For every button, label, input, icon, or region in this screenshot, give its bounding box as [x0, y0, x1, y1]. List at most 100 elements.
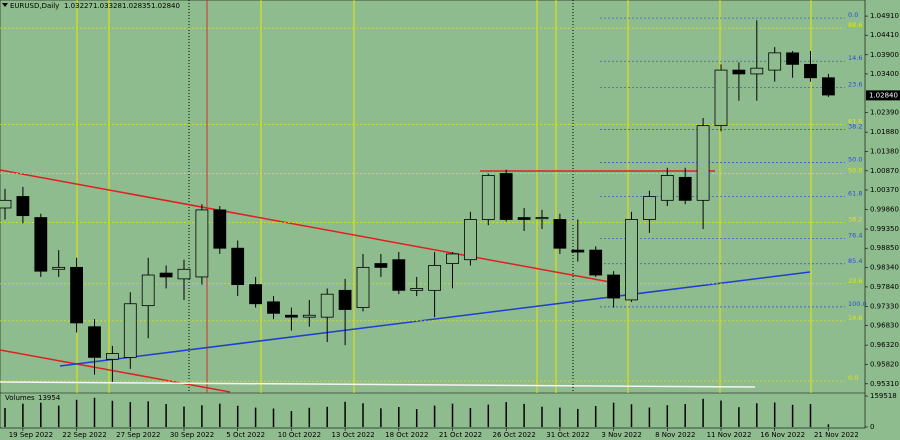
fib-label: 85.4 — [848, 257, 862, 265]
y-tick-label: 1.01380 — [870, 147, 899, 155]
y-tick-label: 0.97840 — [870, 283, 899, 291]
candle-body — [732, 69, 746, 75]
menu-arrow — [2, 3, 8, 7]
y-tick-label: 0.96830 — [870, 322, 899, 330]
candle-body — [302, 314, 316, 318]
candle-body — [786, 52, 799, 65]
y-tick-label: 1.04410 — [870, 31, 899, 39]
candle-body — [141, 274, 155, 307]
candle-body — [70, 266, 83, 324]
y-tick-label: 1.03900 — [870, 51, 899, 59]
header-value: 1.03227 — [64, 2, 93, 10]
volume-tick-label: 159518 — [870, 392, 897, 400]
y-tick-label: 0.95310 — [870, 380, 899, 388]
fib-label: 38.2 — [848, 216, 862, 224]
candle-body — [159, 272, 173, 278]
candle-body — [768, 52, 782, 71]
x-tick-label: 13 Oct 2022 — [331, 431, 374, 439]
y-tick-label: 1.00370 — [870, 186, 899, 194]
candle-body — [678, 176, 692, 201]
volume-tick-label: 0 — [870, 423, 874, 431]
candle-body — [463, 219, 477, 261]
x-tick-label: 5 Oct 2022 — [226, 431, 265, 439]
candle-body — [750, 67, 764, 75]
y-tick-label: 0.96320 — [870, 341, 899, 349]
volume-value: 13954 — [38, 394, 61, 402]
volume-label: Volumes — [5, 394, 35, 402]
fib-label: 61.8 — [848, 117, 862, 125]
header-value: 1.02840 — [151, 2, 180, 10]
y-tick-label: 1.04910 — [870, 12, 899, 20]
fib-label: 100.0 — [848, 300, 867, 308]
candle-body — [392, 259, 406, 291]
fib-label: 23.6 — [848, 80, 862, 88]
x-tick-label: 30 Sep 2022 — [170, 431, 214, 439]
candle-body — [284, 314, 298, 318]
y-tick-label: 0.99350 — [870, 225, 899, 233]
last-price-box — [866, 90, 900, 101]
y-tick-label: 1.01880 — [870, 128, 899, 136]
fib-label: 50.0 — [848, 155, 862, 163]
trend-lines — [0, 169, 811, 393]
x-tick-label: 22 Sep 2022 — [62, 431, 106, 439]
candle-body — [607, 274, 620, 299]
fib-label: 76.4 — [848, 232, 862, 240]
candle-body — [535, 217, 549, 220]
x-tick-label: 31 Oct 2022 — [546, 431, 589, 439]
candle-body — [213, 209, 227, 249]
candle-body — [0, 199, 12, 209]
x-tick-label: 8 Nov 2022 — [655, 431, 695, 439]
candle-body — [428, 265, 442, 291]
plot-frame — [0, 0, 866, 429]
x-tick-label: 18 Oct 2022 — [385, 431, 428, 439]
y-tick-label: 0.98340 — [870, 264, 899, 272]
x-tick-label: 21 Oct 2022 — [439, 431, 482, 439]
x-tick-label: 19 Sep 2022 — [9, 431, 53, 439]
y-tick-label: 0.97330 — [870, 302, 899, 310]
candle-body — [338, 289, 352, 310]
candle-body — [714, 69, 728, 127]
symbol: EURUSD,Daily — [10, 2, 59, 10]
candle-body — [267, 301, 280, 314]
x-tick-label: 3 Nov 2022 — [601, 431, 641, 439]
candle-body — [177, 268, 191, 280]
x-tick-label: 27 Sep 2022 — [116, 431, 160, 439]
y-tick-label: 1.02390 — [870, 109, 899, 117]
candle-body — [696, 125, 710, 201]
candle-body — [249, 284, 263, 305]
fib-label: 0.0 — [848, 374, 858, 382]
x-tick-label: 11 Nov 2022 — [707, 431, 752, 439]
x-tick-label: 21 Nov 2022 — [814, 431, 859, 439]
candle-body — [106, 353, 119, 360]
candle-body — [446, 253, 459, 264]
candle-body — [52, 266, 66, 270]
candle-body — [231, 247, 245, 285]
candle-body — [356, 266, 370, 308]
y-tick-label: 1.03400 — [870, 70, 899, 78]
candle-body — [16, 196, 30, 217]
header-value: 1.02835 — [122, 2, 151, 10]
candle-body — [499, 173, 513, 220]
candle-body — [804, 63, 817, 79]
candle-body — [822, 77, 835, 96]
candle-body — [517, 217, 531, 220]
y-tick-label: 1.00870 — [870, 167, 899, 175]
candle-body — [589, 249, 603, 276]
candle-body — [123, 303, 137, 358]
fib-label: 14.6 — [848, 54, 862, 62]
fib-label: 0.0 — [848, 11, 858, 19]
candle-body — [374, 263, 388, 268]
x-tick-label: 16 Nov 2022 — [760, 431, 805, 439]
candle-body — [643, 196, 656, 220]
candle-body — [625, 219, 638, 301]
candle-body — [571, 249, 585, 253]
candle-body — [34, 217, 48, 272]
fib-label: 61.8 — [848, 190, 862, 198]
header-value: 1.03328 — [93, 2, 122, 10]
fib-label: 50.0 — [848, 167, 862, 175]
y-tick-label: 0.95820 — [870, 360, 899, 368]
candle-body — [660, 175, 674, 201]
fib-label: 88.6 — [848, 21, 862, 29]
